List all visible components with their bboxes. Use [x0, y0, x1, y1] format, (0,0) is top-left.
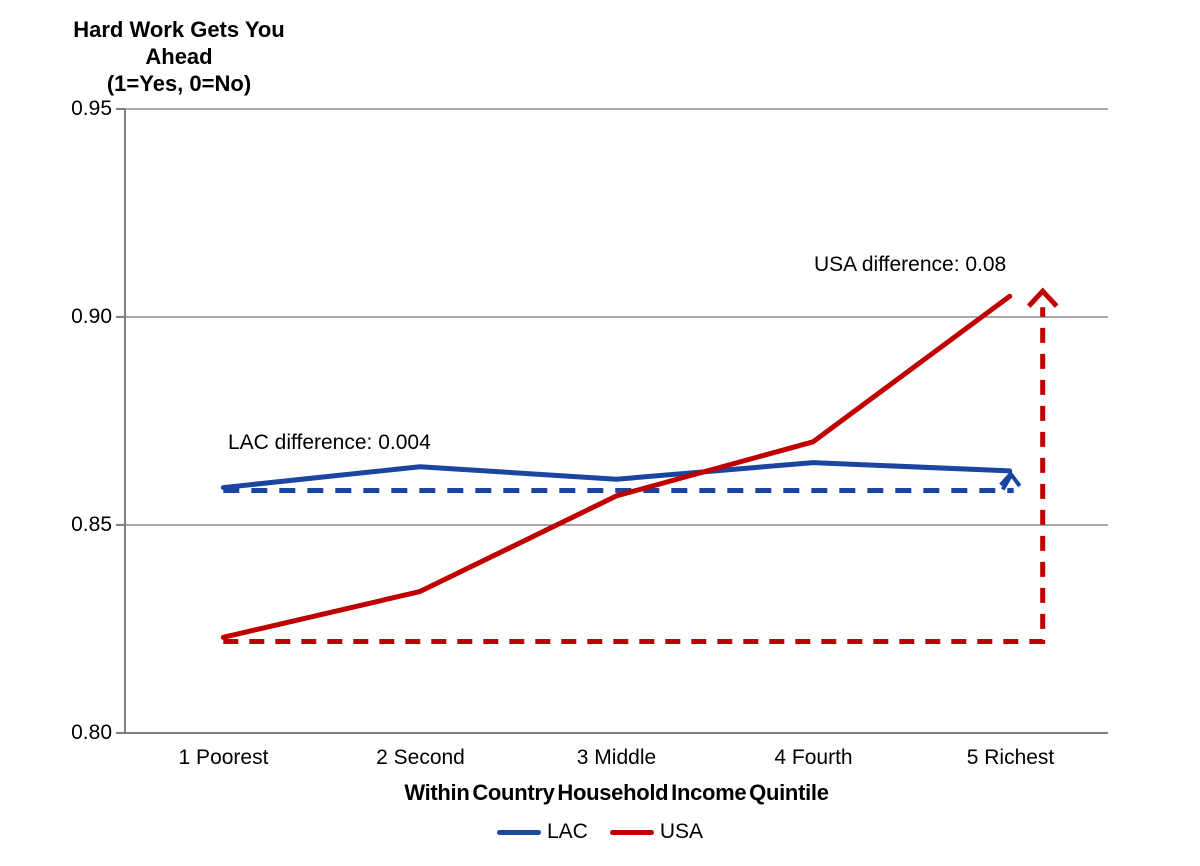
ytick-label-0-80: 0.80 [71, 721, 112, 744]
annotation-usa-difference: USA difference: 0.08 [814, 253, 1007, 276]
legend-swatch [609, 829, 654, 835]
legend-item-lac: LAC [496, 820, 588, 844]
y-axis-title-line-2: Ahead [145, 44, 213, 69]
y-axis-title-line-1: Hard Work Gets You [73, 17, 285, 42]
series-line-usa [220, 293, 1013, 640]
reference-line-usa [223, 307, 1046, 644]
legend-label-usa: USA [659, 820, 704, 843]
legend: LAC USA [0, 820, 1200, 844]
legend-swatch [496, 829, 541, 835]
xtick-label-5-richest: 5 Richest [966, 746, 1055, 769]
series-line-lac [220, 460, 1013, 491]
y-axis-title: Hard Work Gets You Ahead (1=Yes, 0=No) [33, 16, 325, 97]
ytick-label-0-95: 0.95 [71, 97, 112, 120]
y-axis-title-line-3: (1=Yes, 0=No) [106, 71, 252, 96]
legend-item-usa: USA [609, 820, 704, 844]
xtick-label-2-second: 2 Second [376, 746, 465, 769]
annotation-lac-difference: LAC difference: 0.004 [228, 431, 431, 454]
legend-label-lac: LAC [546, 820, 588, 843]
xtick-label-1-poorest: 1 Poorest [178, 746, 269, 769]
xtick-label-4-fourth: 4 Fourth [774, 746, 853, 769]
x-axis-title: Within Country Household Income Quintile [404, 780, 829, 805]
arrowhead-usa [1026, 287, 1059, 308]
ytick-label-0-85: 0.85 [71, 513, 112, 536]
xtick-label-3-middle: 3 Middle [576, 746, 657, 769]
ytick-label-0-90: 0.90 [71, 305, 112, 328]
arrowhead-lac [999, 470, 1022, 488]
